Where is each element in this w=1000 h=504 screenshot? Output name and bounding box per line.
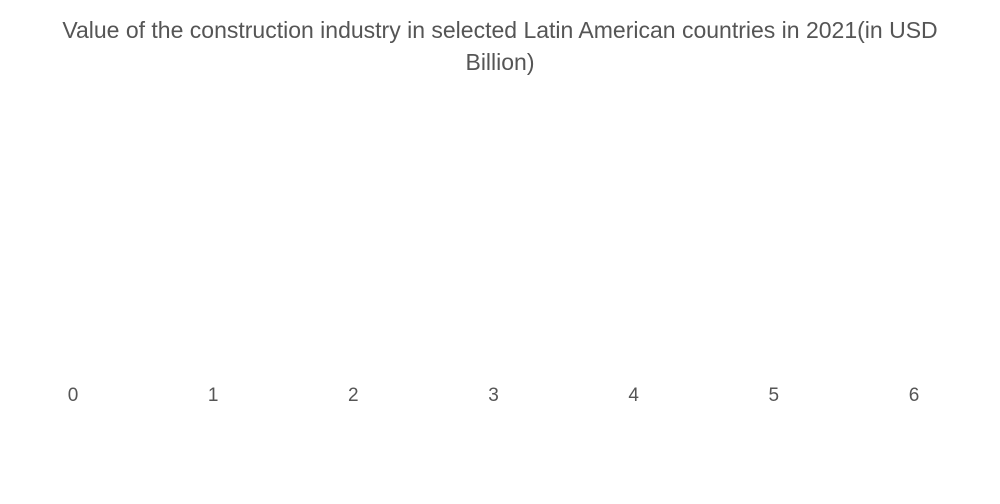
x-tick-label: 0 xyxy=(68,385,79,406)
x-tick-label: 5 xyxy=(769,385,780,406)
x-tick-label: 2 xyxy=(348,385,359,406)
x-tick-label: 4 xyxy=(628,385,639,406)
x-tick-label: 3 xyxy=(488,385,499,406)
chart-title: Value of the construction industry in se… xyxy=(62,17,938,75)
x-tick-label: 1 xyxy=(208,385,219,406)
x-tick-label: 6 xyxy=(909,385,920,406)
